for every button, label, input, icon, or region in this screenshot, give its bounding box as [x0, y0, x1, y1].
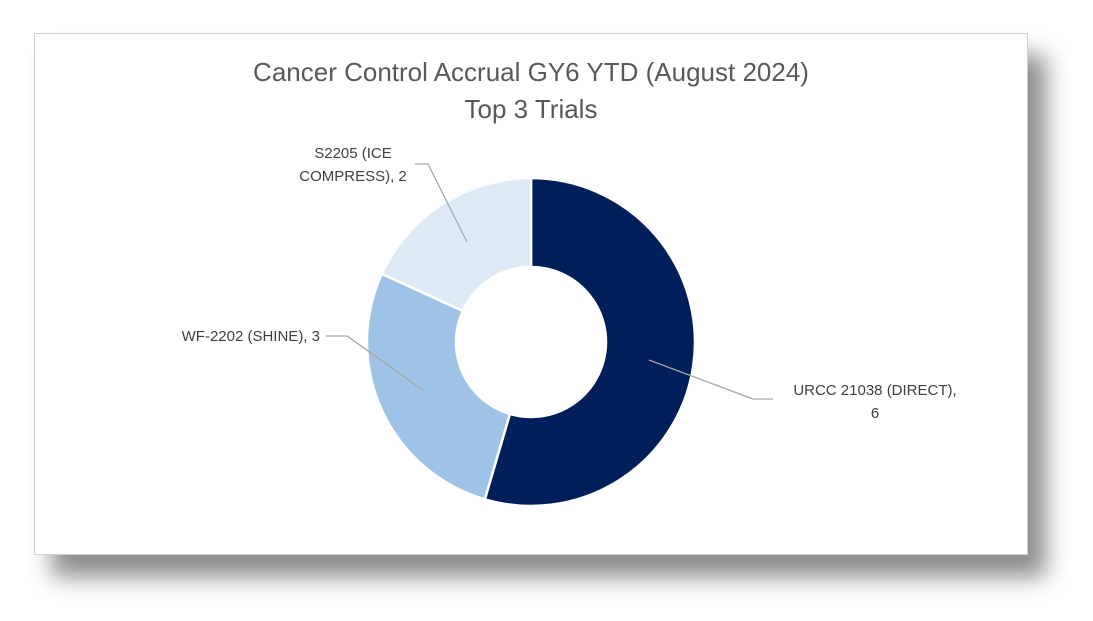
data-label-2: WF-2202 (SHINE), 3 [182, 328, 320, 345]
data-label-3-line-1: S2205 (ICE [314, 145, 392, 162]
leader-line-2 [326, 335, 424, 391]
chart-title-line-1: Cancer Control Accrual GY6 YTD (August 2… [253, 57, 809, 87]
doughnut-chart: URCC 21038 (DIRECT), 6 WF-2202 (SHINE), 3 S… [182, 145, 957, 508]
data-label-1-line-1: URCC 21038 (DIRECT), [793, 382, 956, 399]
data-label-3-line-2: COMPRESS), 2 [299, 168, 407, 185]
chart-title: Cancer Control Accrual GY6 YTD (August 2… [35, 54, 1027, 128]
data-label-1-line-2: 6 [871, 405, 879, 422]
chart-card: Cancer Control Accrual GY6 YTD (August 2… [34, 33, 1028, 555]
doughnut-slices [365, 176, 697, 508]
data-label-1: URCC 21038 (DIRECT), 6 [793, 382, 956, 422]
chart-title-line-2: Top 3 Trials [464, 94, 598, 124]
leader-line-3 [415, 163, 468, 243]
data-label-3: S2205 (ICE COMPRESS), 2 [299, 145, 407, 185]
slice-2 [365, 272, 512, 501]
slice-1 [483, 176, 697, 508]
data-label-2-line-1: WF-2202 (SHINE), 3 [182, 328, 320, 345]
slice-3 [380, 176, 533, 313]
leader-line-1 [648, 359, 773, 400]
